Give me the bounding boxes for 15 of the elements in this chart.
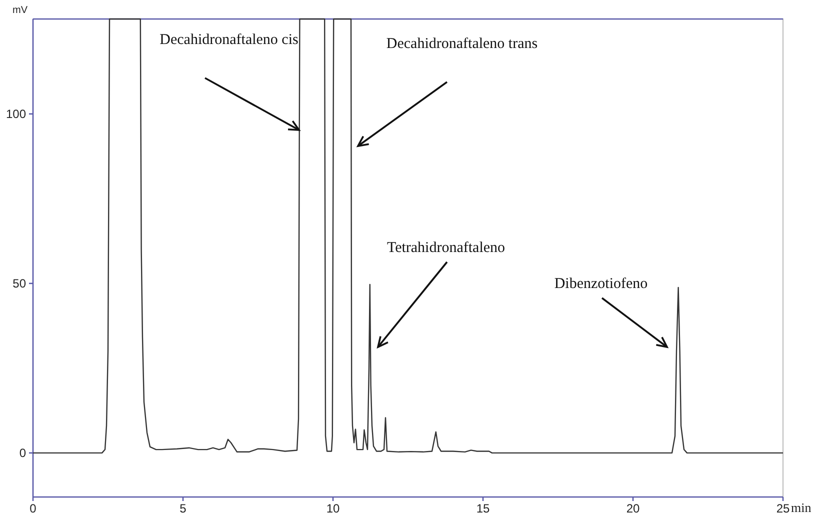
y-tick-label: 0: [19, 446, 26, 460]
x-axis-title: min: [791, 500, 812, 515]
x-tick-label: 5: [180, 502, 187, 515]
x-tick-label: 15: [476, 502, 490, 515]
y-axis-title: mV: [12, 5, 28, 16]
annotation: Dibenzotiofeno: [554, 276, 648, 292]
annotation: Tetrahidronaftaleno: [386, 240, 506, 256]
annotation: Decahidronaftaleno cis: [160, 32, 299, 48]
x-tick-label: 0: [30, 502, 37, 515]
x-tick-label: 10: [326, 502, 340, 515]
x-tick-label: 25: [776, 502, 790, 515]
y-tick-label: 50: [12, 276, 26, 290]
x-tick-label: 20: [626, 502, 640, 515]
annotation: Decahidronaftaleno trans: [386, 36, 538, 52]
y-tick-label: 100: [6, 106, 26, 121]
